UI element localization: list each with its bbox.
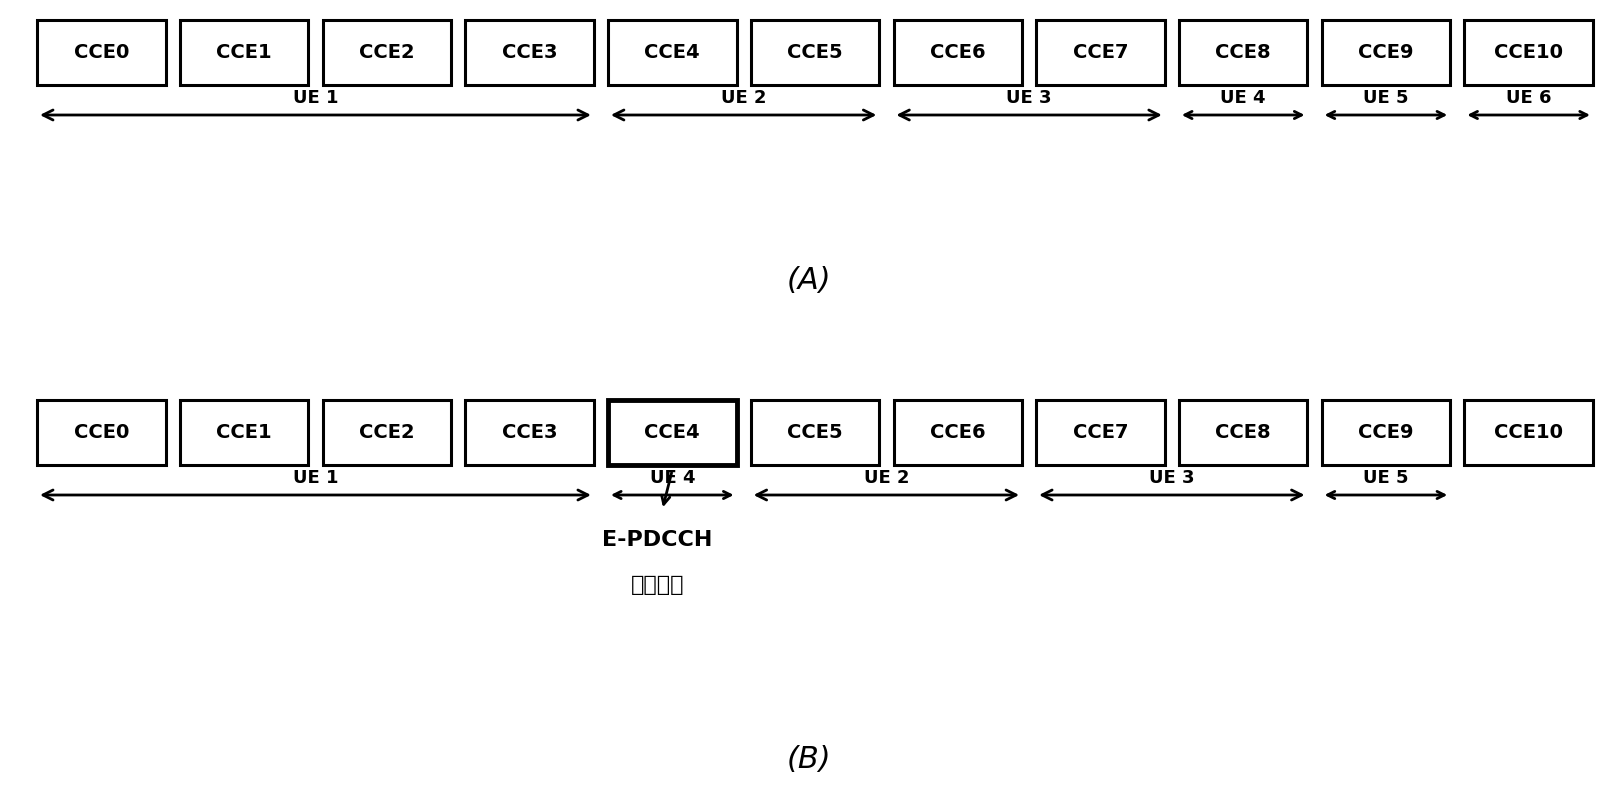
Text: UE 5: UE 5 (1363, 469, 1409, 487)
Bar (1036, 20, 1164, 85)
Text: CCE5: CCE5 (787, 423, 843, 442)
Text: CCE0: CCE0 (74, 43, 130, 62)
Bar (751, 20, 879, 85)
Text: UE 2: UE 2 (863, 469, 910, 487)
Bar (1036, 400, 1164, 465)
Text: CCE1: CCE1 (217, 423, 272, 442)
Text: (B): (B) (787, 745, 831, 775)
Bar (465, 20, 594, 85)
Text: CCE6: CCE6 (929, 423, 986, 442)
Text: CCE9: CCE9 (1358, 43, 1413, 62)
Text: CCE9: CCE9 (1358, 423, 1413, 442)
Text: UE 5: UE 5 (1363, 89, 1409, 107)
Text: CCE4: CCE4 (644, 43, 699, 62)
Text: CCE3: CCE3 (502, 43, 557, 62)
Text: CCE7: CCE7 (1073, 423, 1128, 442)
Bar (180, 400, 308, 465)
Bar (1321, 20, 1451, 85)
Bar (1179, 400, 1308, 465)
Bar (322, 20, 452, 85)
Bar (322, 400, 452, 465)
Text: UE 4: UE 4 (1221, 89, 1266, 107)
Text: CCE2: CCE2 (359, 43, 414, 62)
Text: UE 4: UE 4 (649, 469, 695, 487)
Text: CCE7: CCE7 (1073, 43, 1128, 62)
Bar (1179, 20, 1308, 85)
Bar (37, 20, 165, 85)
Bar (751, 400, 879, 465)
Bar (1465, 20, 1593, 85)
Bar (465, 400, 594, 465)
Text: 指示信息: 指示信息 (630, 575, 683, 595)
Bar (894, 400, 1022, 465)
Text: UE 1: UE 1 (293, 89, 338, 107)
Text: UE 3: UE 3 (1007, 89, 1052, 107)
Text: CCE10: CCE10 (1494, 43, 1562, 62)
Text: CCE4: CCE4 (644, 423, 699, 442)
Text: CCE10: CCE10 (1494, 423, 1562, 442)
Text: CCE1: CCE1 (217, 43, 272, 62)
Text: UE 3: UE 3 (1149, 469, 1195, 487)
Bar (37, 400, 165, 465)
Bar (894, 20, 1022, 85)
Text: UE 2: UE 2 (720, 89, 766, 107)
Text: CCE3: CCE3 (502, 423, 557, 442)
Text: CCE0: CCE0 (74, 423, 130, 442)
Text: UE 6: UE 6 (1506, 89, 1551, 107)
Bar (609, 20, 737, 85)
Text: CCE6: CCE6 (929, 43, 986, 62)
Bar (1465, 400, 1593, 465)
Bar (609, 400, 737, 465)
Text: CCE2: CCE2 (359, 423, 414, 442)
Text: UE 1: UE 1 (293, 469, 338, 487)
Text: (A): (A) (787, 265, 831, 295)
Text: E-PDCCH: E-PDCCH (602, 530, 712, 550)
Bar (180, 20, 308, 85)
Text: CCE5: CCE5 (787, 43, 843, 62)
Text: CCE8: CCE8 (1216, 423, 1271, 442)
Bar (1321, 400, 1451, 465)
Text: CCE8: CCE8 (1216, 43, 1271, 62)
